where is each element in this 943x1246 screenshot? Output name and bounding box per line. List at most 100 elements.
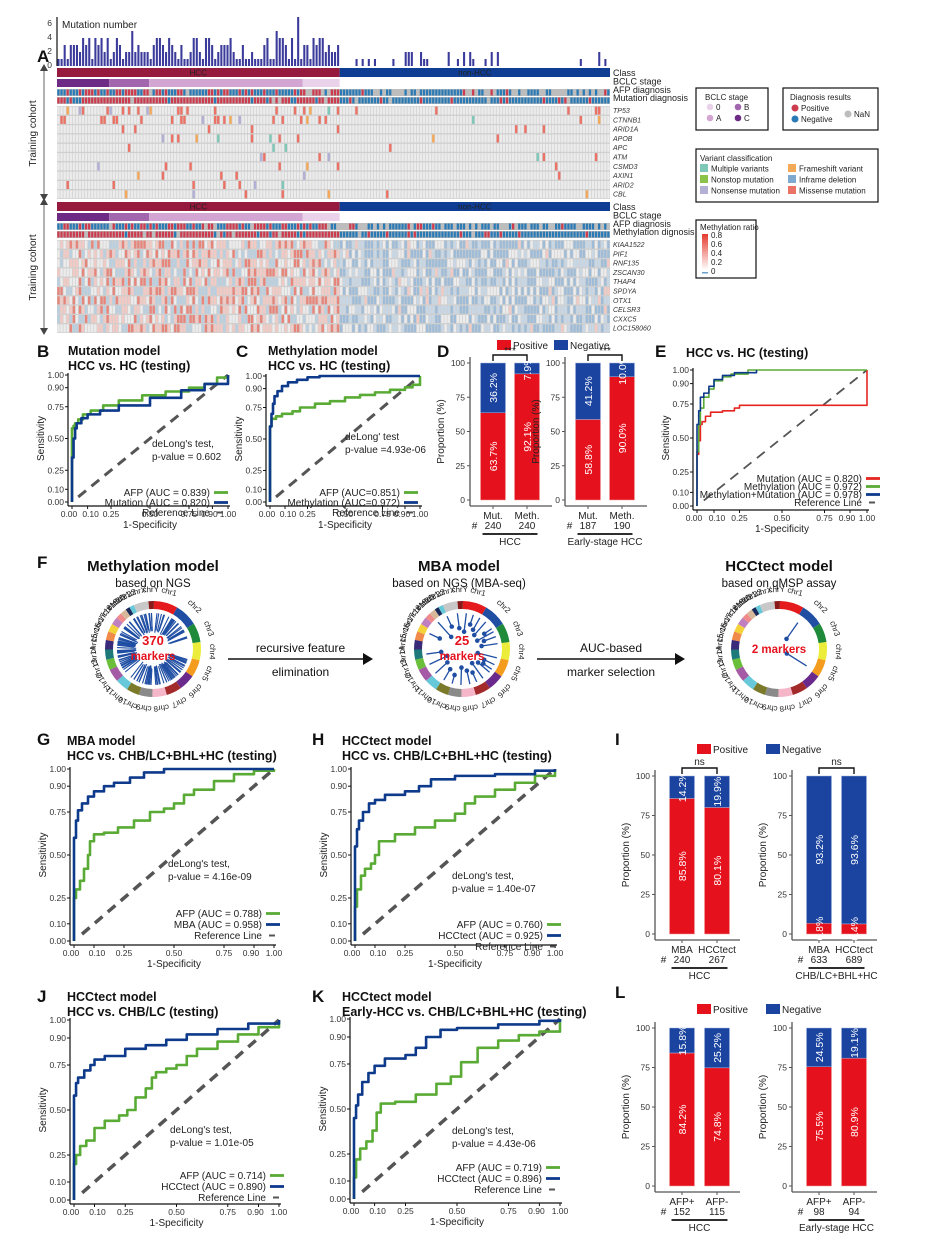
heatmap-cell: [588, 115, 592, 124]
chromosome-segment: [434, 607, 443, 617]
heatmap-cell: [472, 287, 475, 296]
heatmap-cell: [450, 315, 453, 323]
heatmap-cell: [161, 115, 165, 124]
heatmap-cell: [594, 324, 598, 333]
heatmap-cell: [315, 190, 318, 199]
heatmap-cell: [432, 153, 435, 162]
heatmap-cell: [598, 315, 601, 323]
heatmap-cell: [195, 125, 198, 134]
heatmap-cell: [591, 162, 595, 171]
heatmap-cell: [364, 134, 367, 143]
heatmap-cell: [413, 171, 417, 180]
heatmap-cell: [229, 259, 232, 268]
heatmap-cell: [201, 296, 205, 305]
heatmap-cell: [232, 296, 235, 305]
heatmap-cell: [539, 268, 543, 277]
heatmap-cell: [244, 315, 248, 323]
heatmap-cell: [527, 324, 530, 333]
heatmap-cell: [275, 143, 278, 152]
heatmap-cell: [521, 259, 524, 268]
heatmap-cell: [518, 287, 521, 296]
heatmap-cell: [601, 134, 604, 143]
heatmap-cell: [484, 296, 487, 305]
chromosome-segment: [743, 675, 758, 690]
heatmap-cell: [370, 324, 374, 333]
heatmap-cell: [81, 171, 85, 180]
heatmap-cell: [97, 162, 100, 171]
heatmap-cell: [217, 259, 220, 268]
heatmap-cell: [183, 143, 186, 152]
heatmap-cell: [582, 171, 586, 180]
heatmap-cell: [429, 296, 432, 305]
mutation-bar: [69, 45, 72, 66]
heatmap-cell: [303, 305, 306, 314]
heatmap-cell: [232, 268, 235, 277]
heatmap-cell: [361, 249, 364, 258]
heatmap-cell: [140, 240, 143, 249]
mutation-bar: [149, 59, 152, 66]
heatmap-cell: [155, 134, 158, 143]
heatmap-cell: [465, 315, 469, 323]
heatmap-cell: [94, 259, 97, 268]
heatmap-cell: [290, 259, 294, 268]
heatmap-cell: [591, 134, 595, 143]
heatmap-cell: [247, 171, 251, 180]
heatmap-cell: [530, 268, 533, 277]
chromosome-segment: [120, 609, 131, 620]
heatmap-cell: [192, 125, 195, 134]
heatmap-cell: [487, 277, 490, 286]
marker-line: [158, 614, 165, 631]
heatmap-cell: [121, 125, 125, 134]
x-axis-label: 1-Specificity: [318, 520, 372, 531]
heatmap-cell: [315, 268, 318, 277]
marker-line: [167, 629, 184, 641]
heatmap-cell: [293, 305, 297, 314]
heatmap-cell: [207, 249, 211, 258]
heatmap-cell: [207, 181, 211, 189]
heatmap-cell: [293, 162, 297, 171]
heatmap-cell: [106, 268, 109, 277]
heatmap-cell: [349, 259, 352, 268]
heatmap-cell: [260, 153, 263, 162]
heatmap-cell: [567, 181, 570, 189]
heatmap-cell: [170, 305, 174, 314]
heatmap-cell: [475, 305, 478, 314]
marker-line: [159, 616, 170, 635]
heatmap-cell: [468, 268, 472, 277]
heatmap-cell: [207, 277, 211, 286]
diagnosis-cell: [318, 223, 321, 230]
heatmap-cell: [422, 296, 426, 305]
heatmap-cell: [210, 287, 214, 296]
heatmap-cell: [579, 106, 582, 115]
heatmap-cell: [410, 106, 413, 115]
heatmap-cell: [521, 181, 524, 189]
heatmap-cell: [373, 125, 377, 134]
marker-dot: [784, 636, 789, 642]
heatmap-cell: [468, 143, 472, 152]
chromosome-label: chr8: [152, 702, 169, 713]
heatmap-cell: [487, 125, 490, 134]
heatmap-cell: [432, 143, 435, 152]
diagnosis-cell: [306, 223, 309, 230]
heatmap-cell: [389, 143, 392, 152]
heatmap-cell: [459, 134, 463, 143]
heatmap-cell: [88, 190, 91, 199]
heatmap-cell: [269, 106, 272, 115]
heatmap-cell: [472, 134, 475, 143]
heatmap-cell: [134, 190, 137, 199]
gene-label: RNF135: [613, 261, 639, 268]
diagnosis-cell: [260, 231, 263, 238]
heatmap-cell: [604, 143, 607, 152]
heatmap-cell: [232, 305, 235, 314]
heatmap-cell: [545, 249, 549, 258]
diagnosis-cell: [84, 97, 88, 104]
heatmap-cell: [542, 125, 546, 134]
heatmap-cell: [91, 315, 94, 323]
track-label: BCLC stage: [613, 76, 662, 86]
heatmap-cell: [475, 115, 478, 124]
diagnosis-cell: [502, 231, 506, 238]
heatmap-cell: [97, 153, 100, 162]
sample-count: 240: [485, 521, 502, 532]
diagnosis-cell: [235, 223, 238, 230]
